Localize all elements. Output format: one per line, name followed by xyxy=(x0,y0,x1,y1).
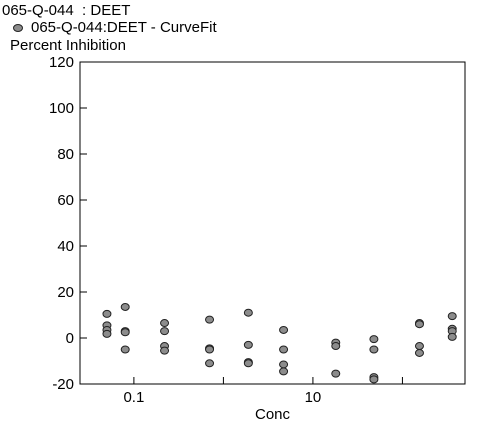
data-point xyxy=(279,325,289,334)
data-point xyxy=(102,309,112,318)
data-point xyxy=(102,329,112,338)
data-point xyxy=(120,302,130,311)
data-point xyxy=(331,342,341,351)
y-tick-label: 40 xyxy=(57,238,74,255)
data-point xyxy=(414,342,424,351)
data-point xyxy=(331,369,341,378)
legend: 065-Q-044:DEET - CurveFit xyxy=(13,19,217,36)
data-point xyxy=(414,348,424,357)
y-tick-label: 20 xyxy=(57,284,74,301)
data-point xyxy=(205,359,215,368)
data-point xyxy=(447,312,457,321)
x-tick-label: 0.1 xyxy=(123,389,144,406)
plot-frame xyxy=(79,61,466,385)
y-tick-label: 60 xyxy=(57,192,74,209)
data-point xyxy=(369,345,379,354)
legend-marker-icon xyxy=(13,23,23,32)
data-point xyxy=(243,340,253,349)
legend-label: 065-Q-044:DEET - CurveFit xyxy=(31,19,217,36)
data-point xyxy=(279,360,289,369)
y-tick-label: -20 xyxy=(52,376,74,393)
data-point xyxy=(369,375,379,384)
chart-title: 065-Q-044 : DEET xyxy=(2,2,131,19)
y-tick-label: 120 xyxy=(49,54,74,71)
data-point xyxy=(120,345,130,354)
x-tick-label: 10 xyxy=(305,389,322,406)
y-tick-label: 100 xyxy=(49,100,74,117)
data-point xyxy=(160,319,170,328)
data-point xyxy=(243,308,253,317)
data-point xyxy=(279,367,289,376)
data-point xyxy=(279,345,289,354)
data-point xyxy=(205,345,215,354)
data-point xyxy=(369,335,379,344)
data-point xyxy=(447,332,457,341)
y-tick-label: 0 xyxy=(66,330,74,347)
data-point xyxy=(160,346,170,355)
data-point xyxy=(160,327,170,336)
data-point xyxy=(205,315,215,324)
y-tick-label: 80 xyxy=(57,146,74,163)
y-axis-title: Percent Inhibition xyxy=(10,37,126,54)
data-point xyxy=(414,320,424,329)
data-point xyxy=(243,359,253,368)
data-point xyxy=(120,328,130,337)
x-axis-title: Conc xyxy=(255,406,291,421)
